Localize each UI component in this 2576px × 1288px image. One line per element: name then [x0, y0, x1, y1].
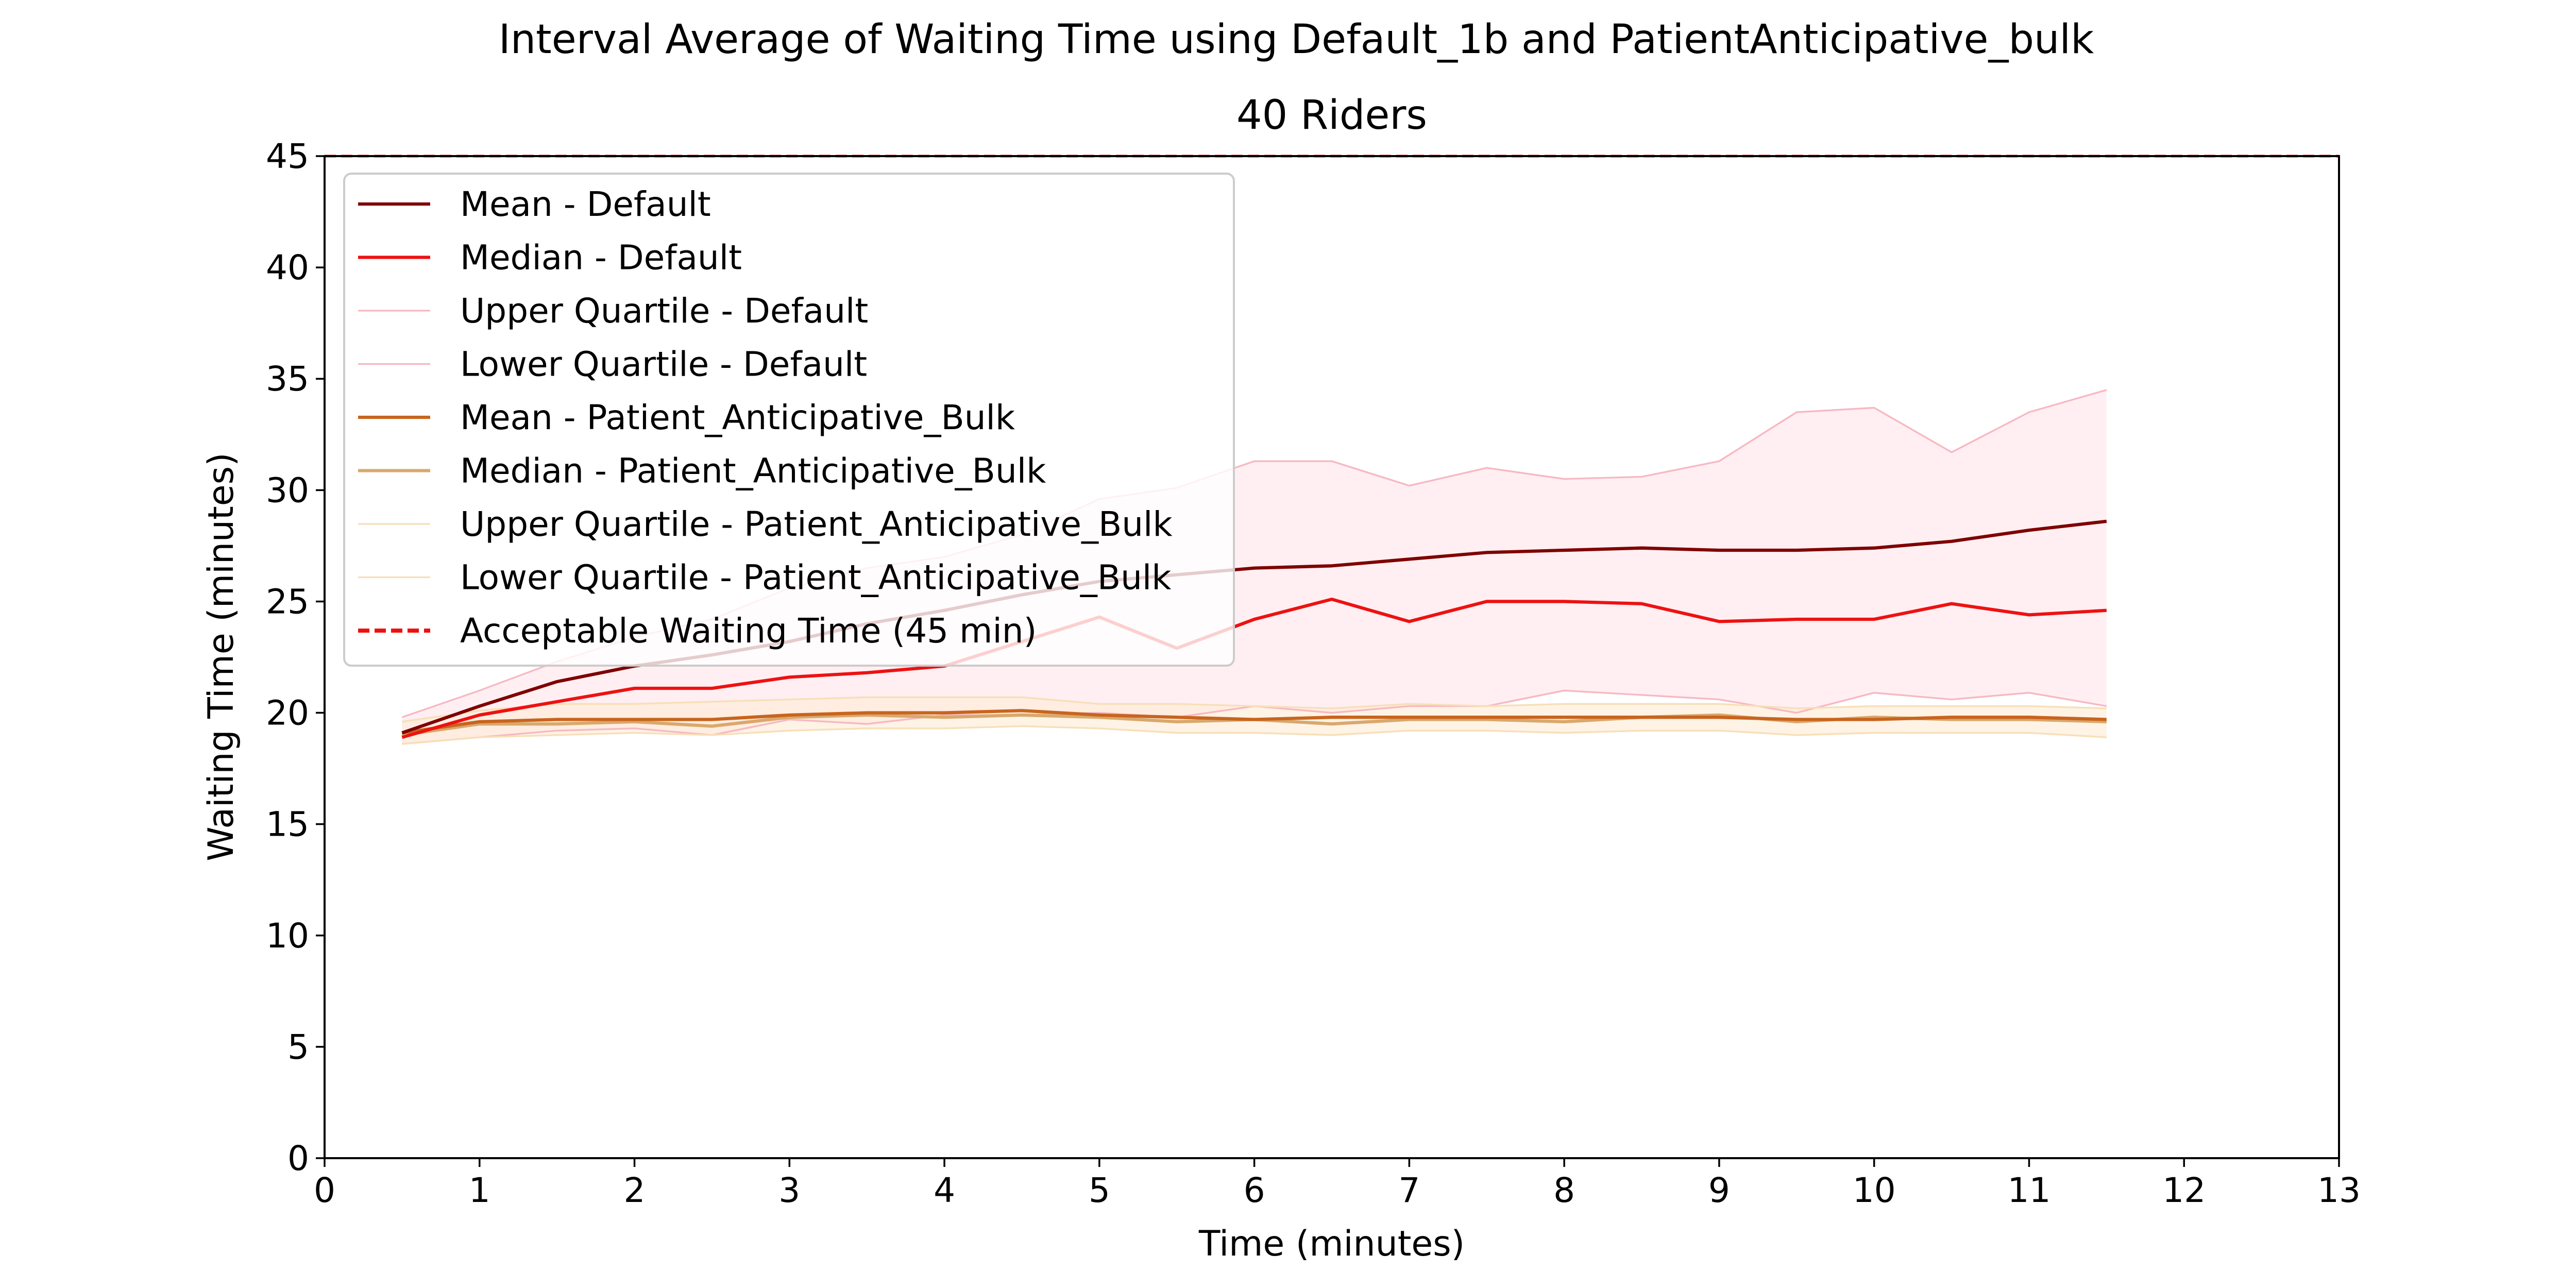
y-tick-label: 25 — [266, 582, 309, 621]
legend-label: Median - Patient_Anticipative_Bulk — [460, 451, 1046, 491]
x-tick-label: 13 — [2317, 1171, 2361, 1210]
series-line-7 — [402, 696, 2107, 723]
series-line-2 — [401, 597, 2107, 739]
x-tick-label: 9 — [1708, 1171, 1730, 1210]
x-tick-label: 10 — [1853, 1171, 1896, 1210]
x-tick-label: 6 — [1244, 1171, 1265, 1210]
chart-title: Interval Average of Waiting Time using D… — [499, 16, 2094, 63]
x-tick-label: 1 — [469, 1171, 490, 1210]
x-axis-label: Time (minutes) — [1198, 1224, 1465, 1264]
y-tick-label: 35 — [266, 359, 309, 399]
x-tick-label: 8 — [1553, 1171, 1575, 1210]
y-tick-label: 5 — [287, 1027, 309, 1067]
y-axis-label: Waiting Time (minutes) — [201, 452, 242, 861]
legend-label: Lower Quartile - Patient_Anticipative_Bu… — [460, 558, 1172, 598]
legend-label: Mean - Patient_Anticipative_Bulk — [460, 398, 1015, 437]
legend: Mean - Default Median - Default Upper Quar… — [343, 173, 1235, 667]
y-axis: 0 5 10 15 20 25 30 35 40 45 — [266, 137, 325, 1178]
series-line-8 — [402, 725, 2107, 745]
y-tick-label: 15 — [266, 805, 309, 844]
y-tick-label: 30 — [266, 470, 309, 510]
legend-label: Mean - Default — [460, 184, 711, 224]
legend-label: Acceptable Waiting Time (45 min) — [460, 611, 1037, 651]
legend-label: Upper Quartile - Default — [460, 291, 868, 331]
y-tick-label: 45 — [266, 137, 309, 176]
x-tick-label: 0 — [314, 1171, 335, 1210]
x-tick-label: 11 — [2007, 1171, 2050, 1210]
legend-label: Lower Quartile - Default — [460, 345, 867, 384]
x-tick-label: 7 — [1398, 1171, 1420, 1210]
x-tick-label: 4 — [934, 1171, 955, 1210]
series-line-5 — [401, 709, 2107, 735]
y-tick-label: 40 — [266, 248, 309, 287]
x-tick-label: 2 — [624, 1171, 646, 1210]
legend-label: Upper Quartile - Patient_Anticipative_Bu… — [460, 504, 1173, 544]
y-tick-label: 10 — [266, 916, 309, 956]
x-tick-label: 12 — [2162, 1171, 2206, 1210]
legend-box — [343, 173, 1235, 667]
x-axis: 0 1 2 3 4 5 6 7 8 9 10 11 12 13 — [314, 1158, 2361, 1210]
x-tick-label: 3 — [778, 1171, 800, 1210]
y-tick-label: 20 — [266, 693, 309, 733]
x-tick-label: 5 — [1089, 1171, 1110, 1210]
chart-subtitle: 40 Riders — [1236, 92, 1427, 139]
legend-label: Median - Default — [460, 238, 742, 278]
plot-frame — [324, 155, 2340, 1159]
y-tick-label: 0 — [287, 1139, 309, 1178]
